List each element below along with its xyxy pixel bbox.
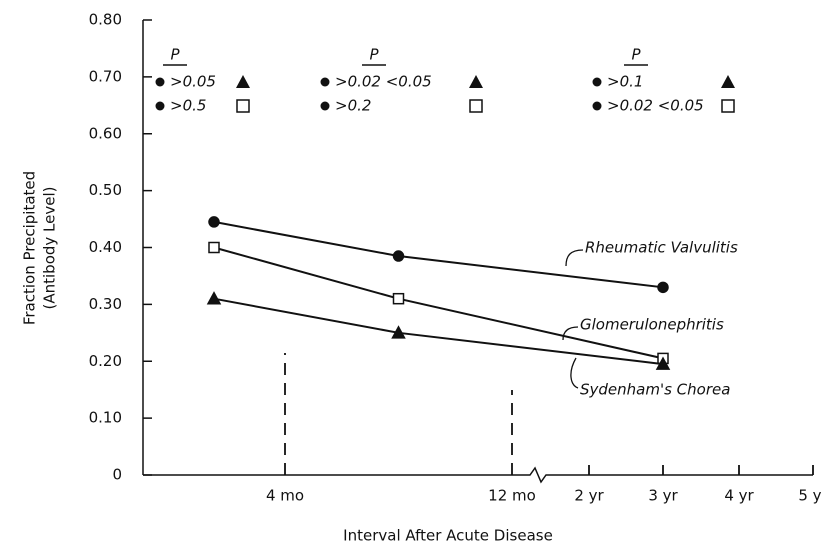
x-tick-label: 4 yr [724,487,754,505]
y-axis-sublabel: (Antibody Level) [41,187,59,310]
label-arrow [565,249,584,267]
y-tick-label: 0.80 [89,11,122,29]
y-tick-label: 0.10 [89,409,122,427]
point [391,325,406,339]
p-marker [721,99,735,113]
x-tick-label: 2 yr [574,487,604,505]
series-label: Glomerulonephritis [580,316,724,334]
p-marker [469,75,483,88]
p-value: >0.1 [607,73,643,91]
p-marker [236,75,250,88]
p-value: >0.02 <0.05 [607,97,704,115]
series-label: Sydenham's Chorea [580,381,730,399]
p-value: >0.02 <0.05 [335,73,432,91]
y-tick-label: 0.40 [89,238,122,256]
p-marker [320,77,330,87]
p-marker [592,101,602,111]
p-marker [236,99,250,113]
y-tick-label: 0.20 [89,352,122,370]
p-header: P [170,46,180,64]
p-marker [592,77,602,87]
x-tick-label: 4 mo [266,487,304,505]
p-header: P [369,46,379,64]
y-tick-label: 0.50 [89,181,122,199]
y-tick-label: 0.60 [89,124,122,142]
p-header: P [631,46,641,64]
p-marker [721,75,735,88]
p-marker [155,101,165,111]
x-tick-label: 3 yr [648,487,678,505]
p-marker [469,99,483,113]
y-axis-label: Fraction Precipitated [21,171,39,325]
p-value: >0.5 [170,97,206,115]
x-axis-label: Interval After Acute Disease [343,527,553,545]
point [392,250,405,262]
label-arrow [562,326,579,341]
point [655,356,671,370]
y-tick-label: 0.70 [89,67,122,85]
label-arrow [570,357,579,389]
p-value: >0.05 [170,73,216,91]
y-tick-label: 0 [112,466,122,484]
p-marker [320,101,330,111]
point [206,291,222,305]
point [208,241,220,254]
point [657,281,669,294]
point [392,292,405,305]
y-tick-label: 0.30 [89,295,122,313]
series-line [213,246,664,360]
x-tick-label: 12 mo [488,487,536,505]
series-label: Rheumatic Valvulitis [585,239,738,257]
x-tick-label: 5 yr [798,487,822,505]
p-marker [155,77,165,87]
point [208,216,220,228]
p-value: >0.2 [335,97,371,115]
